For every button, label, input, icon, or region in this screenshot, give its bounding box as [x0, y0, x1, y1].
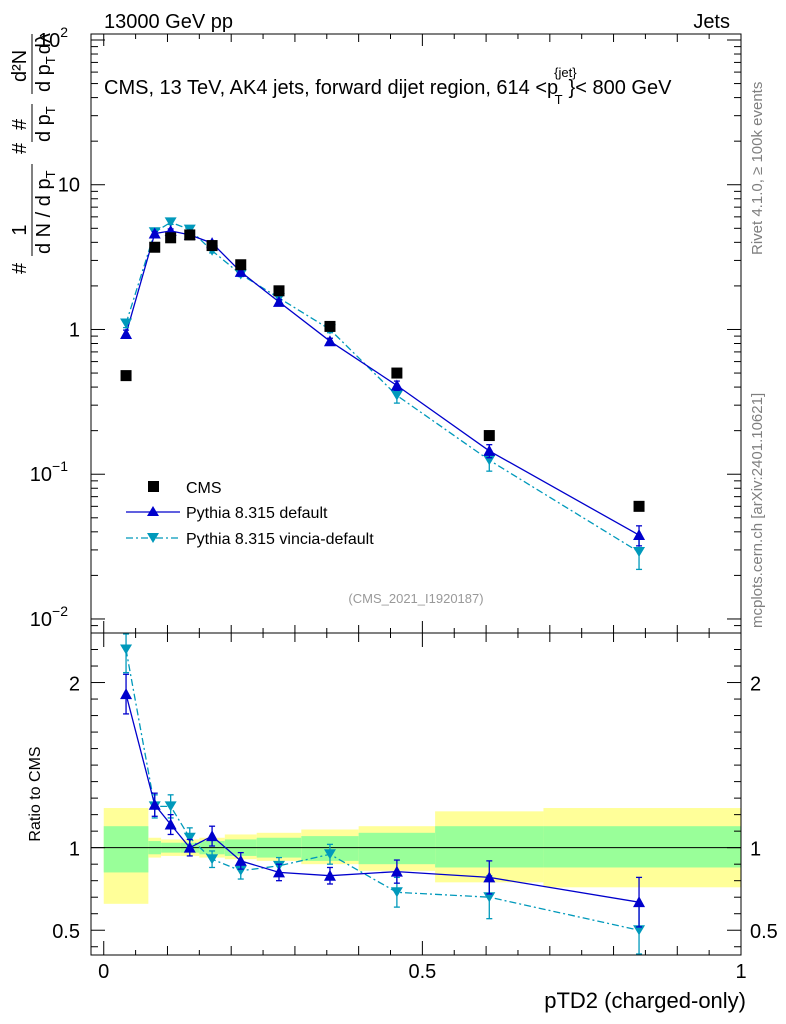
- vincia-point: [120, 318, 133, 329]
- ratio-vincia-line: [125, 649, 640, 931]
- ratio-vincia-point: [323, 849, 336, 860]
- data-band-inner: [543, 826, 741, 868]
- svg-text:#: #: [9, 142, 31, 154]
- vincia-point: [633, 547, 646, 558]
- rivet-version-label: Rivet 4.1.0, ≥ 100k events: [749, 82, 766, 255]
- legend-cms-label: CMS: [186, 480, 222, 497]
- y-tick-label: 102: [38, 24, 68, 52]
- cms-point: [483, 430, 495, 442]
- main-panel: 10−2 10−1 1 10 102: [30, 24, 742, 634]
- default-point: [390, 379, 403, 391]
- cms-point: [149, 241, 161, 253]
- ratio-vincia-point: [120, 644, 133, 655]
- ratio-vincia-point: [183, 832, 196, 843]
- cms-point: [273, 285, 285, 297]
- ratio-vincia-point: [390, 887, 403, 898]
- cms-point: [120, 370, 132, 382]
- ratio-default-point: [390, 865, 403, 877]
- ratio-default-point: [483, 871, 496, 883]
- cms-point: [206, 240, 218, 252]
- ratio-ylabel: Ratio to CMS: [27, 746, 44, 841]
- ratio-marks: [120, 633, 646, 955]
- x-tick-label: 0.5: [408, 961, 436, 983]
- process-label: Jets: [693, 11, 730, 33]
- ratio-vincia-point: [206, 854, 219, 865]
- ratio-default-point: [206, 830, 219, 842]
- y-tick-label: 10−2: [30, 603, 68, 631]
- ratio-y-tick-label-left: 0.5: [52, 921, 80, 943]
- data-band-inner: [103, 826, 149, 873]
- legend: CMS Pythia 8.315 default Pythia 8.315 vi…: [126, 480, 374, 548]
- ratio-frame: [90, 632, 742, 956]
- ratio-default-point: [164, 818, 177, 830]
- svg-text:#: #: [9, 262, 31, 274]
- ratio-default-point: [183, 841, 196, 853]
- legend-vincia-marker: [147, 533, 159, 543]
- ratio-vincia-point: [234, 865, 247, 876]
- cms-point: [324, 320, 336, 332]
- svg-text:#: #: [9, 118, 31, 130]
- ratio-y-tick-label-right: 0.5: [750, 921, 778, 943]
- ratio-y-tick-label-left: 2: [69, 674, 80, 696]
- cms-point: [633, 500, 645, 512]
- legend-vincia-label: Pythia 8.315 vincia-default: [186, 531, 374, 548]
- vincia-point: [390, 390, 403, 401]
- svg-text:d N / d pT: d N / d pT: [33, 170, 58, 254]
- svg-text:d pTdλ: d pTdλ: [33, 33, 58, 92]
- default-point: [148, 227, 161, 239]
- ratio-y-tick-label-right: 2: [750, 674, 761, 696]
- default-point: [234, 265, 247, 277]
- vincia-point: [164, 217, 177, 228]
- legend-default-label: Pythia 8.315 default: [186, 505, 328, 522]
- ratio-panel: 0.5 0.51 12 20 0.5 1: [52, 632, 778, 983]
- ratio-y-tick-label-left: 1: [69, 839, 80, 861]
- legend-cms-marker: [148, 481, 159, 492]
- x-tick-label: 0: [98, 961, 109, 983]
- ratio-ticks: 0.5 0.51 12 20 0.5 1: [52, 633, 778, 983]
- ratio-vincia-point: [633, 925, 646, 936]
- ratio-default-point: [633, 896, 646, 908]
- cms-point: [165, 232, 177, 244]
- energy-label: 13000 GeV pp: [104, 11, 233, 33]
- y-tick-label: 10−1: [30, 458, 68, 486]
- ratio-default-point: [120, 688, 133, 700]
- x-tick-label: 1: [735, 961, 746, 983]
- vincia-line: [125, 221, 640, 553]
- main-ylabel: # 1 d N / d pT # # d pT d²N d pTdλ: [9, 33, 58, 274]
- ratio-default-point: [234, 854, 247, 866]
- svg-text:d²N: d²N: [9, 50, 31, 82]
- default-point: [272, 295, 285, 307]
- analysis-watermark: (CMS_2021_I1920187): [348, 591, 483, 606]
- svg-text:1: 1: [9, 224, 31, 235]
- plot-title: CMS, 13 TeV, AK4 jets, forward dijet reg…: [104, 65, 672, 107]
- svg-text:d pT: d pT: [33, 106, 58, 142]
- mcplots-label: mcplots.cern.ch [arXiv:2401.10621]: [749, 393, 766, 628]
- legend-default-marker: [147, 506, 159, 516]
- default-point: [120, 328, 133, 340]
- cms-point: [235, 259, 247, 271]
- ratio-vincia-point: [483, 892, 496, 903]
- default-point: [633, 529, 646, 541]
- x-axis-label: pTD2 (charged-only): [544, 988, 746, 1013]
- default-point: [323, 335, 336, 347]
- cms-point: [184, 229, 196, 241]
- ratio-default-point: [272, 866, 285, 878]
- ratio-default-point: [148, 798, 161, 810]
- ratio-default-point: [323, 869, 336, 881]
- default-point: [483, 444, 496, 456]
- cms-point: [391, 367, 403, 379]
- ratio-vincia-point: [164, 801, 177, 812]
- y-tick-label: 1: [69, 319, 80, 341]
- y-tick-label: 10: [58, 175, 80, 197]
- ratio-y-tick-label-right: 1: [750, 839, 761, 861]
- main-ticks: 10−2 10−1 1 10 102: [30, 24, 742, 634]
- data-band-inner: [358, 832, 436, 865]
- main-marks: [120, 217, 646, 571]
